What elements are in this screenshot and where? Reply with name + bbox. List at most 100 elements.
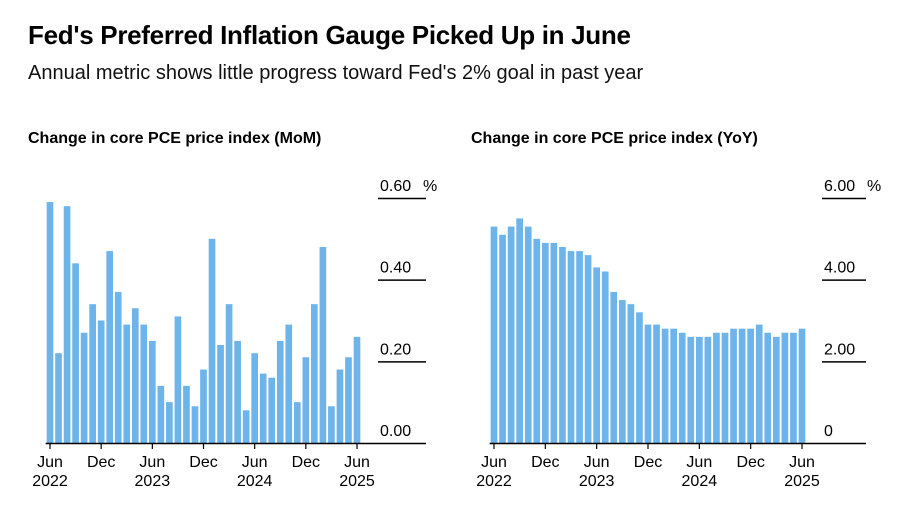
yoy-bar	[507, 226, 515, 443]
mom-x-tick-label: Dec	[292, 454, 320, 471]
yoy-bar	[533, 238, 541, 443]
yoy-bar	[687, 336, 695, 443]
mom-bar	[251, 353, 258, 443]
mom-y-tick-label: 0.20	[380, 341, 411, 358]
mom-y-unit-label: %	[423, 178, 437, 195]
mom-bar	[123, 324, 131, 443]
mom-x-year-label: 2024	[237, 473, 273, 490]
yoy-bar	[738, 328, 746, 443]
yoy-x-year-label: 2025	[784, 473, 820, 490]
yoy-bar	[781, 332, 789, 443]
mom-x-tick-label: Jun	[139, 454, 165, 471]
yoy-bar	[567, 251, 575, 443]
mom-bar	[234, 340, 241, 443]
mom-bar	[345, 357, 352, 443]
mom-bar	[311, 304, 318, 443]
yoy-x-year-label: 2022	[476, 473, 512, 490]
yoy-bar	[730, 328, 737, 443]
yoy-x-year-label: 2023	[579, 473, 615, 490]
mom-bar	[268, 377, 276, 443]
yoy-bar	[619, 300, 626, 443]
yoy-bar	[678, 332, 686, 443]
mom-bar	[140, 324, 148, 443]
yoy-bar	[713, 332, 720, 443]
yoy-bar	[764, 332, 772, 443]
yoy-y-tick-label: 6.00	[824, 178, 855, 195]
mom-bar	[114, 291, 122, 443]
mom-bar	[89, 304, 96, 443]
mom-bar-chart: 0.00 0.20 0.40 0.60 % Jun 2022 Dec Jun 2023 Dec Jun…	[32, 178, 437, 490]
yoy-bar	[584, 255, 592, 443]
yoy-x-year-label: 2024	[682, 473, 718, 490]
mom-x-year-label: 2025	[339, 473, 375, 490]
mom-y-tick-label: 0.40	[380, 260, 411, 277]
mom-bar	[328, 406, 335, 443]
mom-bar	[293, 402, 301, 443]
yoy-bar	[559, 247, 566, 443]
mom-bar	[276, 340, 284, 443]
mom-x-tick-label: Jun	[344, 454, 370, 471]
yoy-bar	[576, 251, 583, 443]
yoy-bar	[627, 304, 635, 443]
mom-bar	[106, 251, 114, 443]
yoy-bar	[490, 226, 498, 443]
mom-bar	[302, 357, 310, 443]
mom-bar	[131, 308, 139, 443]
yoy-bar	[704, 336, 712, 443]
mom-bar	[200, 369, 207, 443]
mom-bar	[208, 238, 216, 443]
mom-bar	[242, 410, 250, 443]
mom-y-tick-label: 0.00	[380, 423, 411, 440]
mom-bar	[319, 247, 327, 443]
mom-bar	[166, 402, 173, 443]
yoy-bar	[524, 226, 532, 443]
yoy-bar	[661, 328, 669, 443]
mom-y-tick-label: 0.60	[380, 178, 411, 195]
mom-x-year-label: 2022	[32, 473, 68, 490]
yoy-y-unit-label: %	[867, 178, 881, 195]
page-subtitle: Annual metric shows little progress towa…	[28, 62, 644, 84]
yoy-bar	[773, 336, 780, 443]
mom-x-tick-label: Jun	[242, 454, 268, 471]
yoy-x-tick-label: Dec	[634, 454, 662, 471]
yoy-bar	[755, 324, 763, 443]
mom-bar	[225, 304, 233, 443]
yoy-bar	[593, 267, 600, 443]
yoy-bar	[644, 324, 652, 443]
yoy-x-tick-label: Dec	[531, 454, 559, 471]
mom-bar	[63, 206, 71, 443]
mom-bar	[149, 340, 156, 443]
mom-x-tick-label: Jun	[37, 454, 63, 471]
mom-bar	[353, 336, 361, 443]
mom-x-tick-label: Dec	[87, 454, 115, 471]
mom-bar	[72, 263, 79, 443]
yoy-bar	[499, 234, 506, 443]
yoy-x-tick-label: Jun	[481, 454, 507, 471]
mom-bar	[55, 353, 62, 443]
mom-bar	[157, 385, 165, 443]
yoy-bar	[550, 242, 558, 443]
mom-bar	[174, 316, 182, 443]
page-title: Fed's Preferred Inflation Gauge Picked U…	[28, 20, 631, 50]
yoy-chart-title: Change in core PCE price index (YoY)	[471, 130, 758, 147]
mom-bar	[46, 202, 54, 443]
yoy-bar	[747, 328, 754, 443]
mom-chart-title: Change in core PCE price index (MoM)	[28, 130, 322, 147]
mom-x-tick-label: Dec	[189, 454, 217, 471]
yoy-bar	[610, 291, 618, 443]
yoy-bar	[696, 336, 703, 443]
mom-x-year-label: 2023	[135, 473, 171, 490]
yoy-y-tick-label: 4.00	[824, 260, 855, 277]
yoy-bar	[601, 271, 609, 443]
yoy-x-tick-label: Jun	[686, 454, 712, 471]
yoy-x-tick-label: Jun	[789, 454, 815, 471]
yoy-bar	[721, 332, 729, 443]
yoy-bar	[542, 242, 549, 443]
yoy-bar	[516, 218, 523, 443]
mom-bar	[259, 373, 267, 443]
yoy-bar	[636, 312, 643, 443]
mom-bar	[97, 320, 105, 443]
yoy-bar	[653, 324, 660, 443]
mom-bar	[191, 406, 199, 443]
